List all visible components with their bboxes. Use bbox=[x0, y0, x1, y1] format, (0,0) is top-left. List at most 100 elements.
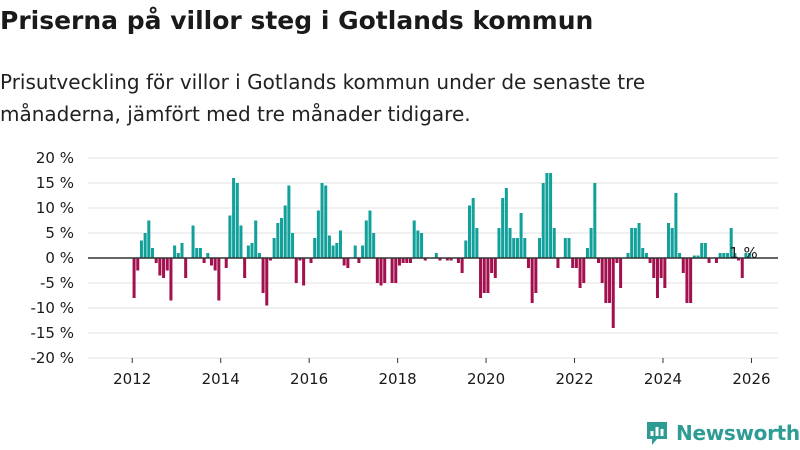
bar bbox=[327, 235, 331, 258]
latest-value-label: 1 % bbox=[729, 244, 758, 262]
bar bbox=[176, 253, 180, 258]
bar bbox=[338, 230, 342, 258]
bar bbox=[700, 243, 704, 258]
bar bbox=[191, 225, 195, 258]
bar bbox=[740, 258, 744, 278]
bar bbox=[456, 258, 460, 263]
bar bbox=[136, 258, 140, 271]
bar bbox=[261, 258, 265, 293]
bar bbox=[449, 258, 453, 261]
bar bbox=[302, 258, 306, 286]
newsworthy-logo: Newsworthy bbox=[645, 420, 800, 446]
bar bbox=[150, 248, 155, 258]
bar bbox=[571, 258, 575, 268]
bar bbox=[567, 238, 571, 258]
bar bbox=[545, 173, 549, 258]
bar bbox=[353, 245, 357, 258]
bar bbox=[405, 258, 409, 263]
bar bbox=[497, 228, 501, 258]
bar bbox=[733, 253, 737, 258]
bar bbox=[534, 258, 538, 293]
bar bbox=[479, 258, 483, 298]
bar bbox=[585, 248, 589, 258]
bar bbox=[655, 258, 659, 298]
bar bbox=[280, 218, 284, 258]
bar bbox=[379, 258, 383, 286]
y-tick-label: -10 % bbox=[30, 299, 74, 317]
bar bbox=[401, 258, 405, 263]
bar bbox=[574, 258, 578, 268]
bar bbox=[198, 248, 202, 258]
x-tick-label: 2022 bbox=[555, 370, 593, 388]
bar bbox=[184, 258, 188, 278]
bar bbox=[438, 258, 442, 261]
bar bbox=[246, 245, 250, 258]
bar bbox=[313, 238, 317, 258]
bar bbox=[486, 258, 490, 293]
bar bbox=[239, 225, 243, 258]
bar bbox=[423, 258, 427, 261]
bar bbox=[390, 258, 394, 283]
bar bbox=[707, 258, 711, 263]
bar bbox=[482, 258, 486, 293]
bar bbox=[364, 220, 368, 258]
bar bbox=[556, 258, 560, 268]
bar bbox=[132, 258, 136, 298]
bar bbox=[663, 258, 667, 288]
bar bbox=[644, 253, 648, 258]
bar bbox=[464, 240, 468, 258]
bar bbox=[420, 233, 424, 258]
bar bbox=[409, 258, 413, 263]
bar bbox=[589, 228, 593, 258]
newsworthy-logo-icon bbox=[647, 422, 667, 445]
bar bbox=[615, 258, 619, 263]
bar bbox=[298, 258, 302, 261]
bar bbox=[397, 258, 401, 266]
bar bbox=[552, 228, 556, 258]
bar bbox=[722, 253, 726, 258]
bar bbox=[213, 258, 217, 271]
bar bbox=[619, 258, 623, 288]
bar bbox=[180, 243, 184, 258]
bar bbox=[725, 253, 730, 258]
bar bbox=[696, 255, 700, 258]
bar bbox=[154, 258, 158, 263]
bar bbox=[265, 258, 269, 306]
bar bbox=[703, 243, 707, 258]
bar bbox=[331, 245, 335, 258]
x-tick-label: 2020 bbox=[467, 370, 505, 388]
bar bbox=[714, 258, 718, 263]
bar bbox=[512, 238, 516, 258]
bar bbox=[195, 248, 199, 258]
bar bbox=[630, 228, 634, 258]
bar bbox=[268, 258, 272, 261]
bar bbox=[217, 258, 221, 301]
bar bbox=[291, 233, 295, 258]
bar bbox=[361, 245, 365, 258]
bar bbox=[434, 253, 438, 258]
bar bbox=[678, 253, 682, 258]
x-tick-label: 2026 bbox=[732, 370, 770, 388]
bar bbox=[648, 258, 652, 263]
bar bbox=[670, 228, 674, 258]
y-tick-label: 20 % bbox=[36, 149, 74, 167]
bar bbox=[667, 223, 671, 258]
bar bbox=[412, 220, 416, 258]
bar bbox=[324, 185, 328, 258]
bar bbox=[538, 238, 542, 258]
bar bbox=[346, 258, 350, 268]
x-tick-label: 2012 bbox=[113, 370, 151, 388]
bar bbox=[243, 258, 247, 278]
bar bbox=[139, 240, 143, 258]
chart-title: Priserna på villor steg i Gotlands kommu… bbox=[0, 6, 594, 35]
bar bbox=[206, 253, 210, 258]
bar bbox=[335, 243, 339, 258]
bar bbox=[748, 253, 752, 258]
x-tick-label: 2018 bbox=[379, 370, 417, 388]
bar bbox=[737, 258, 741, 261]
bar bbox=[309, 258, 313, 263]
bar bbox=[162, 258, 166, 278]
bar bbox=[582, 258, 586, 283]
bar bbox=[490, 258, 494, 273]
y-tick-label: 15 % bbox=[36, 174, 74, 192]
